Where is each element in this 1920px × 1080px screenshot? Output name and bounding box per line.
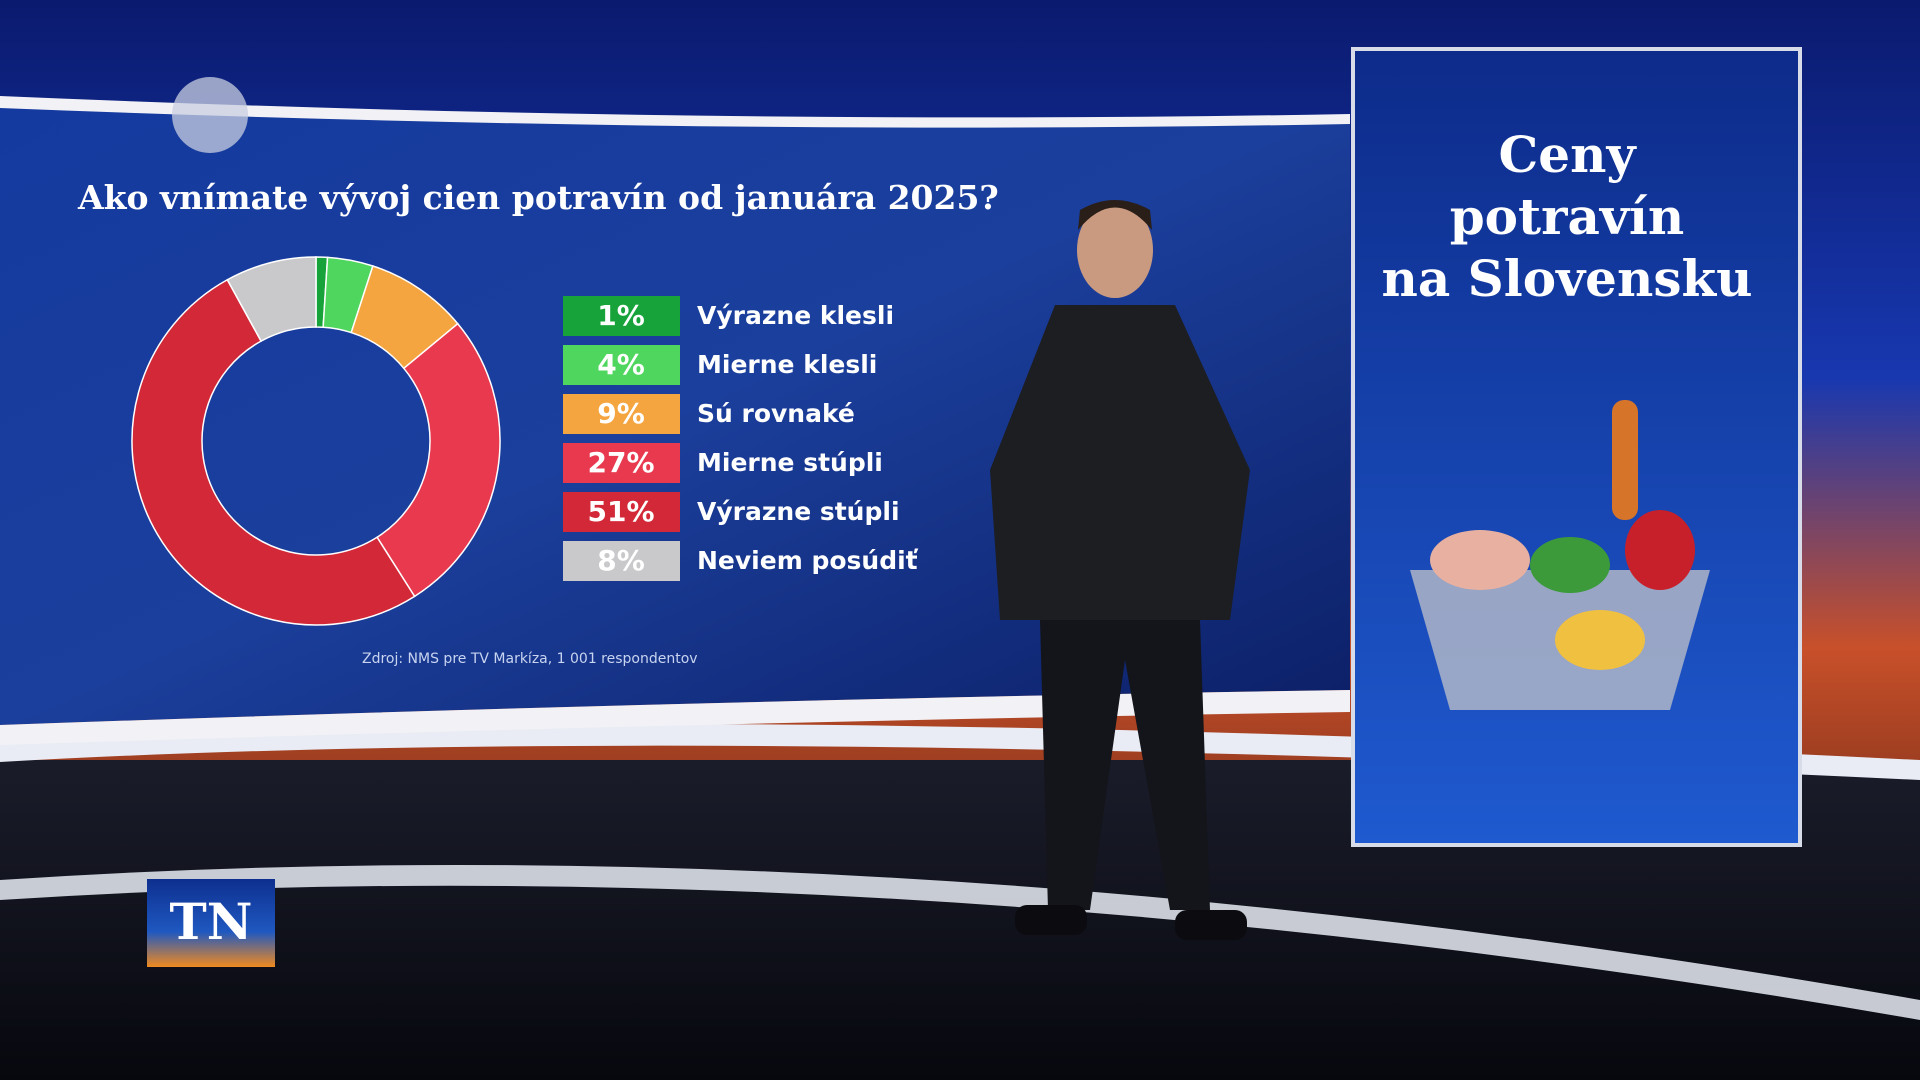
legend-swatch — [563, 492, 680, 532]
legend-label: Mierne stúpli — [697, 448, 883, 477]
basket-illustration — [1410, 400, 1710, 710]
shoe — [1175, 910, 1247, 940]
value-label: 1% — [597, 299, 645, 332]
food — [1530, 537, 1610, 593]
legend-swatch — [563, 541, 680, 581]
donut-segment — [226, 256, 317, 343]
shoe — [1015, 905, 1087, 935]
bread — [1612, 400, 1638, 520]
panel-title-line: Ceny — [1498, 125, 1637, 184]
tn-logo — [147, 879, 275, 967]
source-note: Zdroj: NMS pre TV Markíza, 1 001 respond… — [362, 651, 698, 667]
chart-title: Ako vnímate vývoj cien potravín od januá… — [77, 178, 999, 217]
value-label: 8% — [597, 544, 645, 577]
head — [1077, 202, 1153, 298]
legend-swatch — [563, 443, 680, 483]
presenter — [990, 200, 1250, 940]
legend-label: Výrazne klesli — [697, 301, 894, 330]
food — [1625, 510, 1695, 590]
legend-label: Sú rovnaké — [697, 399, 855, 428]
value-label: 51% — [587, 495, 654, 528]
food — [1430, 530, 1530, 590]
legend-label: Neviem posúdiť — [697, 546, 919, 575]
donut-chart — [131, 256, 501, 626]
wall-edge — [0, 96, 1350, 128]
legend: 1% Výrazne klesli 4% Mierne klesli 9% Sú rovn… — [563, 296, 919, 581]
legend-swatch — [563, 296, 680, 336]
panel-title-line: potravín — [1450, 187, 1685, 246]
value-label: 27% — [587, 446, 654, 479]
jacket — [990, 305, 1250, 620]
legend-swatch — [563, 394, 680, 434]
side-panel — [1351, 47, 1802, 847]
legend-label: Mierne klesli — [697, 350, 877, 379]
wall-edge — [0, 690, 1350, 745]
value-label: 9% — [597, 397, 645, 430]
hair — [1078, 200, 1152, 230]
donut-segment — [376, 322, 501, 598]
channel-logo — [172, 77, 248, 153]
legend-label: Výrazne stúpli — [697, 497, 900, 526]
legend-swatch — [563, 345, 680, 385]
trousers — [1040, 620, 1210, 910]
floor-light — [0, 724, 1920, 780]
value-label: 4% — [597, 348, 645, 381]
tn-logo-text: TN — [170, 892, 253, 951]
panel-title-line: na Slovensku — [1382, 249, 1753, 308]
donut-segment — [131, 278, 416, 626]
food — [1555, 610, 1645, 670]
